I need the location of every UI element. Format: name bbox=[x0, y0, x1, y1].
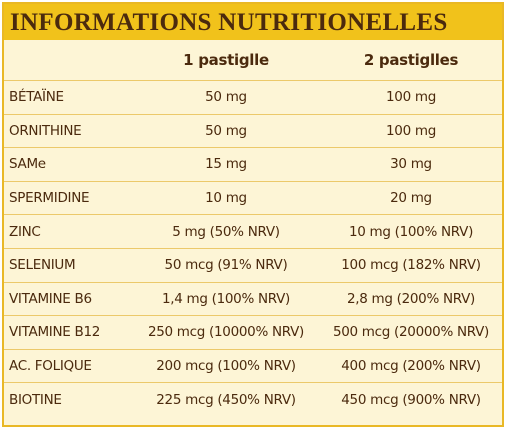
nutrient-amount: 10 mg (100% NRV) bbox=[320, 214, 502, 249]
table-row: VITAMINE B6 1,4 mg (100% NRV) 2,8 mg (200%… bbox=[4, 281, 502, 316]
nutrient-amount: 100 mg bbox=[320, 80, 502, 115]
nutrient-amount: 50 mcg (91% NRV) bbox=[132, 247, 320, 283]
nutrient-amount: 100 mcg (182% NRV) bbox=[320, 247, 502, 283]
nutrition-table: 1 pastiglle 2 pastiglles BÉTAÏNE 50 mg 100 … bbox=[4, 40, 502, 416]
table-row: AC. FOLIQUE 200 mcg (100% NRV) 400 mcg (20… bbox=[4, 348, 502, 383]
table-row: BIOTINE 225 mcg (450% NRV) 450 mcg (900% N… bbox=[4, 382, 502, 416]
nutrient-amount: 50 mg bbox=[132, 113, 320, 148]
header-cell bbox=[4, 40, 132, 81]
column-header: 2 pastiglles bbox=[363, 51, 459, 69]
nutrient-amount: 500 mcg (20000% NRV) bbox=[320, 315, 502, 350]
nutrient-name: VITAMINE B12 bbox=[4, 315, 132, 350]
table-row: VITAMINE B12 250 mcg (10000% NRV) 500 mcg … bbox=[4, 315, 502, 350]
nutrient-amount: 450 mcg (900% NRV) bbox=[320, 382, 502, 416]
nutrient-name: SPERMIDINE bbox=[4, 180, 132, 215]
nutrient-amount: 1,4 mg (100% NRV) bbox=[132, 281, 320, 316]
nutrient-name: SAMe bbox=[4, 147, 132, 182]
nutrient-amount: 5 mg (50% NRV) bbox=[132, 214, 320, 249]
nutrient-amount: 50 mg bbox=[132, 80, 320, 115]
table-row: SPERMIDINE 10 mg 20 mg bbox=[4, 180, 502, 215]
table-row: ORNITHINE 50 mg 100 mg bbox=[4, 113, 502, 148]
header-row: 1 pastiglle 2 pastiglles bbox=[4, 40, 502, 81]
table-body: BÉTAÏNE 50 mg 100 mg ORNITHINE 50 mg 100 mg SA… bbox=[4, 80, 502, 416]
nutrient-amount: 30 mg bbox=[320, 147, 502, 182]
nutrient-amount: 200 mcg (100% NRV) bbox=[132, 348, 320, 383]
nutrient-amount: 400 mcg (200% NRV) bbox=[320, 348, 502, 383]
nutrient-name: ORNITHINE bbox=[4, 113, 132, 148]
table-row: ZINC 5 mg (50% NRV) 10 mg (100% NRV) bbox=[4, 214, 502, 249]
nutrient-name: BÉTAÏNE bbox=[4, 80, 132, 115]
table-row: SELENIUM 50 mcg (91% NRV) 100 mcg (182% NR… bbox=[4, 247, 502, 283]
nutrient-name: ZINC bbox=[4, 214, 132, 249]
table-row: BÉTAÏNE 50 mg 100 mg bbox=[4, 80, 502, 115]
title: INFORMATIONS NUTRITIONELLES bbox=[4, 4, 502, 40]
nutrient-name: VITAMINE B6 bbox=[4, 281, 132, 316]
nutrient-amount: 2,8 mg (200% NRV) bbox=[320, 281, 502, 316]
nutrient-name: BIOTINE bbox=[4, 382, 132, 416]
nutrient-amount: 10 mg bbox=[132, 180, 320, 215]
nutrient-name: AC. FOLIQUE bbox=[4, 348, 132, 383]
nutrient-name: SELENIUM bbox=[4, 247, 132, 283]
table-row: SAMe 15 mg 30 mg bbox=[4, 147, 502, 182]
nutrient-amount: 250 mcg (10000% NRV) bbox=[132, 315, 320, 350]
nutrient-amount: 15 mg bbox=[132, 147, 320, 182]
nutrient-amount: 100 mg bbox=[320, 113, 502, 148]
column-header: 1 pastiglle bbox=[183, 51, 269, 69]
nutrient-amount: 20 mg bbox=[320, 180, 502, 215]
nutrient-amount: 225 mcg (450% NRV) bbox=[132, 382, 320, 416]
